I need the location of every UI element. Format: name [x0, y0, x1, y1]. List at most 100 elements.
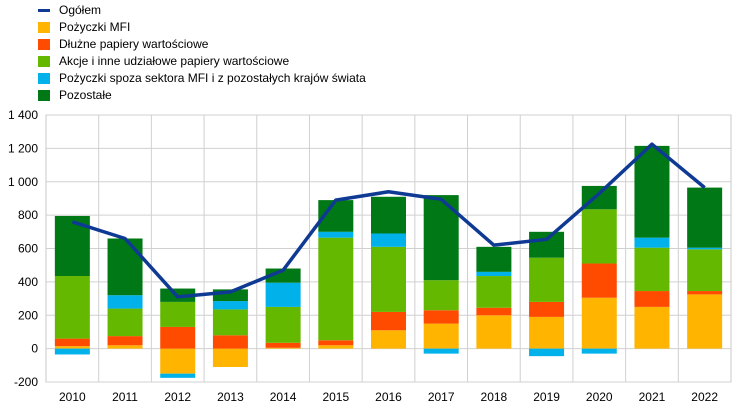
bar-segment — [581, 263, 617, 298]
bar-segment — [160, 348, 196, 374]
legend-label: Akcje i inne udziałowe papiery wartościo… — [59, 54, 290, 68]
bar-segment — [529, 316, 565, 349]
legend-swatch-line — [38, 9, 50, 12]
bar-segment — [634, 247, 670, 292]
legend-item-pozyczki-mfi: Pożyczki MFI — [38, 19, 366, 36]
legend-item-ogolem: Ogółem — [38, 2, 366, 19]
bar-segment — [212, 301, 248, 310]
y-tick-label: 1 000 — [8, 175, 38, 189]
legend-item-pozostale: Pozostałe — [38, 87, 366, 104]
bar-segment — [212, 309, 248, 336]
bar-segment — [581, 297, 617, 349]
legend-item-pozyczki-spoza: Pożyczki spoza sektora MFI i z pozostały… — [38, 70, 366, 87]
bar-segment — [476, 271, 512, 277]
x-tick-label: 2010 — [59, 390, 86, 404]
bar-segment — [476, 276, 512, 308]
legend-label: Pozostałe — [59, 88, 112, 102]
bar-segment — [107, 308, 143, 337]
bar-segment — [581, 209, 617, 264]
x-tick-label: 2021 — [639, 390, 666, 404]
bar-segment — [265, 342, 301, 348]
legend-label: Dłużne papiery wartościowe — [59, 37, 209, 51]
bar-segment — [423, 310, 459, 324]
legend-item-akcje: Akcje i inne udziałowe papiery wartościo… — [38, 53, 366, 70]
bar-segment — [423, 280, 459, 311]
bar-segment — [634, 145, 670, 238]
bar-segment — [318, 345, 354, 349]
legend-label: Ogółem — [59, 3, 102, 17]
legend-swatch — [38, 90, 50, 101]
x-tick-label: 2011 — [112, 390, 138, 404]
bar-segment — [371, 311, 406, 331]
bar-segment — [634, 237, 670, 248]
y-tick-label: -200 — [14, 375, 38, 389]
bar-segment — [212, 335, 248, 349]
x-tick-label: 2022 — [691, 390, 718, 404]
bar-segment — [371, 330, 406, 349]
bar-segment — [423, 323, 459, 349]
bar-segment — [529, 301, 565, 317]
bar-segment — [54, 338, 90, 347]
y-tick-label: 800 — [18, 208, 38, 222]
bar-segment — [581, 185, 617, 210]
bar-segment — [160, 326, 196, 349]
bar-segment — [687, 291, 723, 295]
legend-swatch — [38, 39, 50, 50]
y-tick-label: 0 — [31, 342, 38, 356]
y-tick-label: 400 — [18, 275, 38, 289]
x-tick-label: 2014 — [270, 390, 297, 404]
bar-segment — [212, 348, 248, 367]
bar-segment — [107, 345, 143, 349]
bar-segment — [160, 301, 196, 327]
y-tick-label: 200 — [18, 308, 38, 322]
legend: Ogółem Pożyczki MFI Dłużne papiery warto… — [38, 2, 366, 104]
bar-segment — [687, 187, 723, 248]
bar-segment — [476, 307, 512, 316]
bar-segment — [687, 294, 723, 349]
bar-segment — [634, 306, 670, 349]
y-tick-label: 1 200 — [8, 141, 38, 155]
legend-swatch — [38, 56, 50, 67]
bar-segment — [318, 237, 354, 341]
bar-segment — [529, 348, 565, 357]
bar-segment — [160, 373, 196, 378]
bar-segment — [318, 231, 354, 238]
bar-segment — [265, 282, 301, 307]
bar-segment — [581, 348, 617, 354]
x-tick-label: 2013 — [217, 390, 244, 404]
bar-segment — [265, 306, 301, 343]
legend-item-dluzne: Dłużne papiery wartościowe — [38, 36, 366, 53]
legend-swatch — [38, 73, 50, 84]
bar-segment — [687, 247, 723, 250]
bar-segment — [476, 246, 512, 272]
x-tick-label: 2017 — [428, 390, 455, 404]
bar-segment — [54, 276, 90, 339]
x-tick-label: 2012 — [164, 390, 191, 404]
total-line — [71, 142, 706, 299]
bar-segment — [54, 348, 90, 355]
bar-segment — [371, 246, 406, 312]
bar-segment — [54, 346, 90, 349]
bar-segment — [423, 348, 459, 354]
x-tick-label: 2016 — [375, 390, 402, 404]
x-tick-label: 2018 — [481, 390, 508, 404]
legend-swatch — [38, 22, 50, 33]
x-tick-label: 2020 — [586, 390, 613, 404]
bar-segment — [529, 231, 565, 258]
bar-segment — [212, 289, 248, 302]
bar-segment — [371, 233, 406, 247]
bar-segment — [634, 291, 670, 307]
y-tick-label: 600 — [18, 242, 38, 256]
bar-segment — [318, 340, 354, 346]
bar-segment — [476, 315, 512, 349]
legend-label: Pożyczki MFI — [59, 20, 131, 34]
bar-segment — [107, 238, 143, 296]
bar-segment — [107, 295, 143, 309]
bar-segment — [371, 196, 406, 234]
x-tick-label: 2019 — [533, 390, 560, 404]
bar-segment — [687, 249, 723, 292]
x-tick-label: 2015 — [322, 390, 349, 404]
bar-segment — [265, 347, 301, 349]
y-tick-label: 1 400 — [8, 108, 38, 122]
